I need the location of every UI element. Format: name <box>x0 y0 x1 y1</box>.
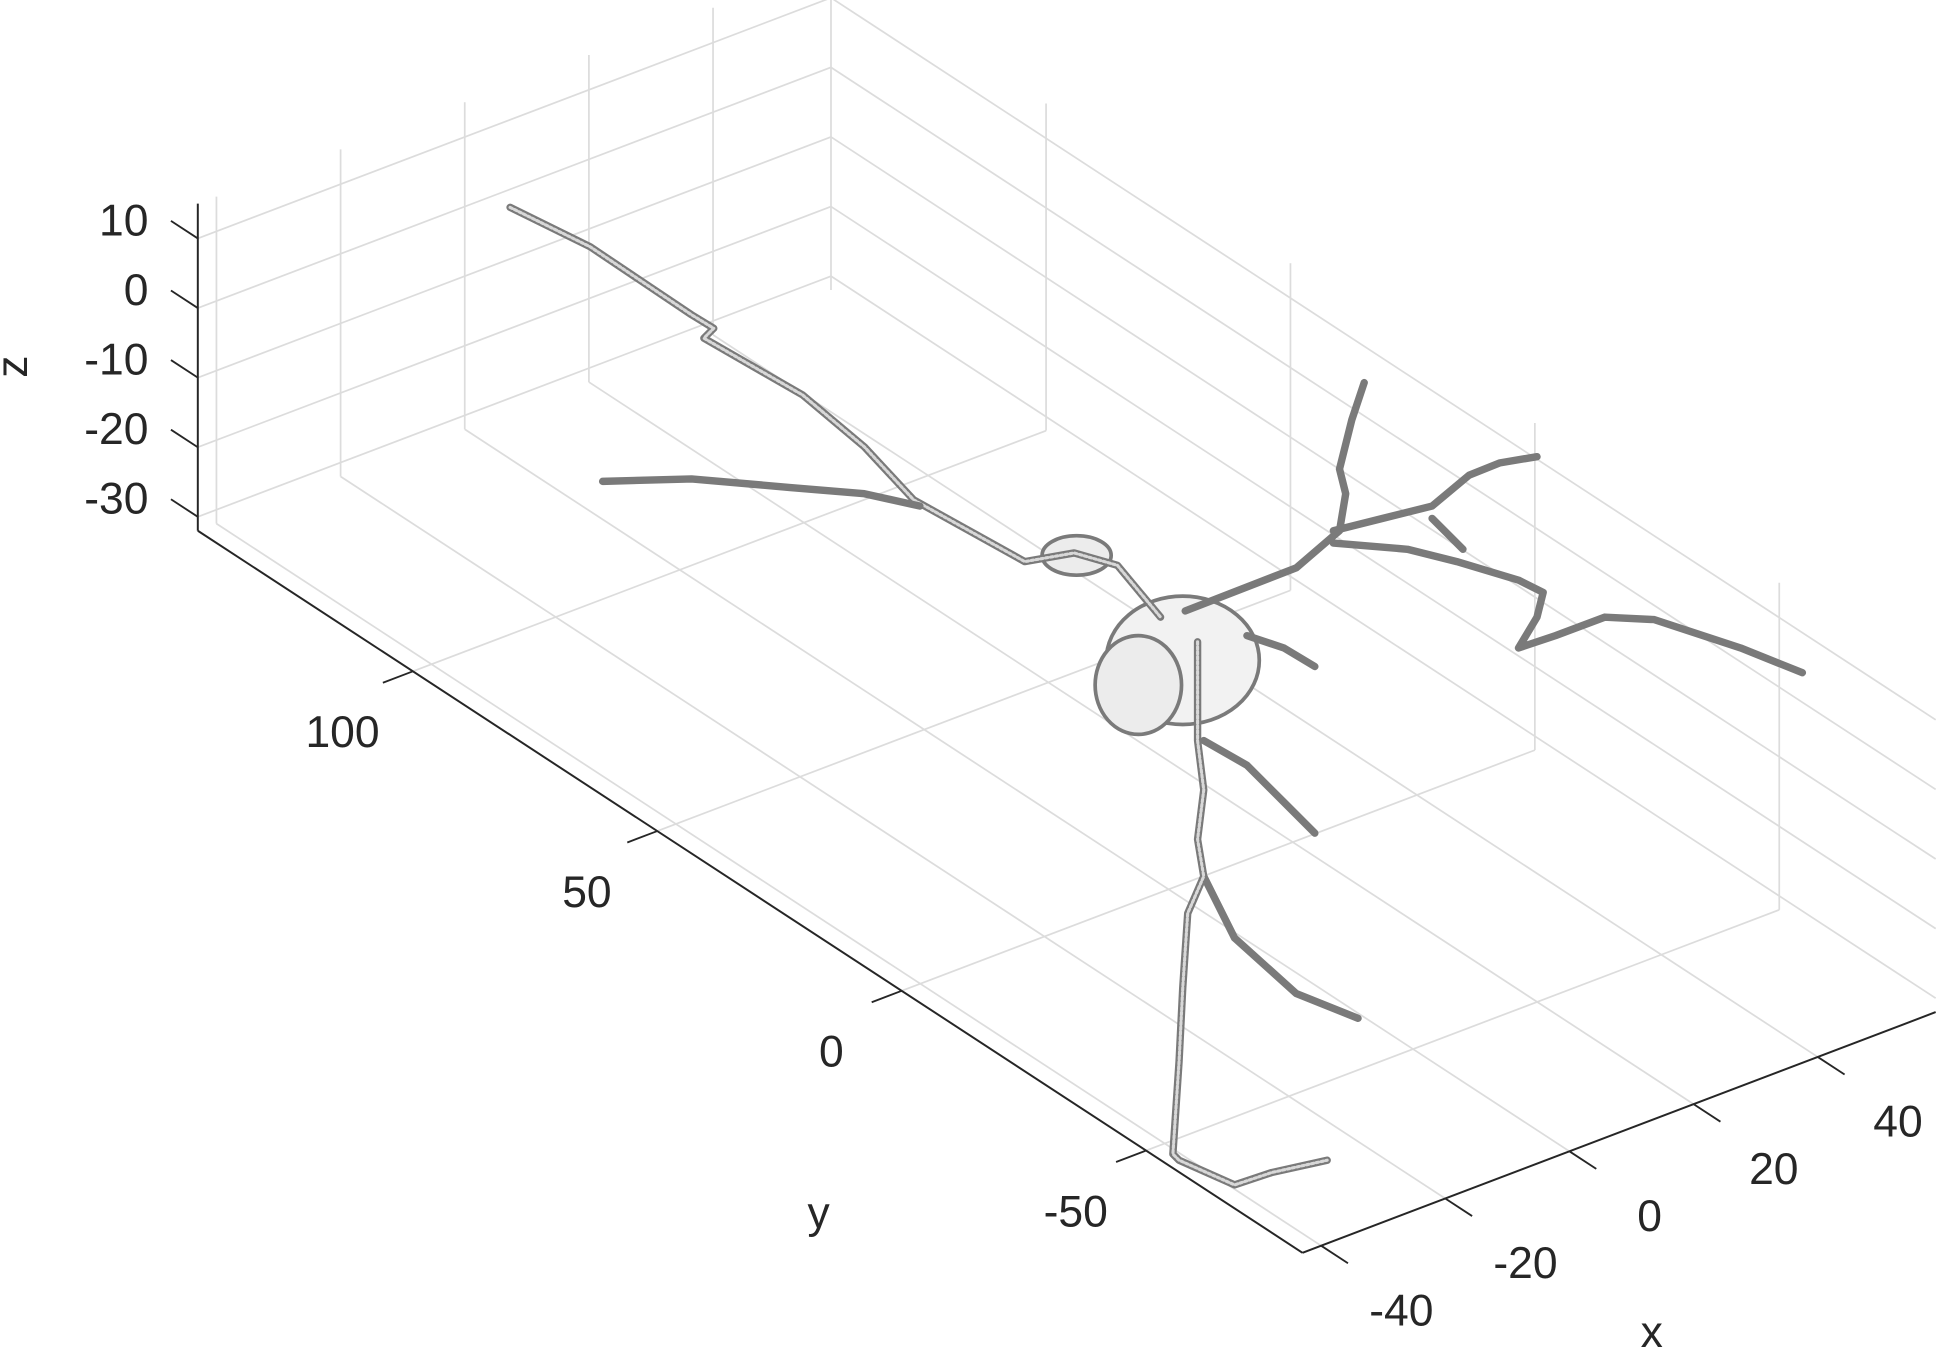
grid-line <box>830 66 1936 791</box>
dendrite <box>1243 631 1319 671</box>
x-tick <box>1568 1150 1597 1170</box>
grid-line <box>712 334 1819 1058</box>
z-tick <box>170 498 199 518</box>
y-axis-line <box>197 529 1304 1254</box>
z-tick <box>170 289 199 309</box>
x-tick <box>1817 1056 1846 1076</box>
y-tick <box>626 830 658 844</box>
x-tick <box>1693 1103 1721 1123</box>
dendrite <box>1200 736 1319 837</box>
y-tick <box>382 670 414 684</box>
dendrite <box>598 475 924 510</box>
dendrite <box>1428 514 1467 553</box>
z-tick-label: 0 <box>124 266 149 315</box>
dendrite <box>1329 452 1541 535</box>
grid-line <box>340 475 1446 1200</box>
x-tick <box>1320 1244 1349 1265</box>
y-tick <box>871 989 903 1004</box>
grid-line <box>830 205 1936 930</box>
z-tick-label: -10 <box>84 336 148 385</box>
z-axis-label: z <box>0 355 37 377</box>
neuron-mesh <box>506 203 1807 1189</box>
grid-line <box>901 749 1536 992</box>
dendrite-mesh <box>1171 640 1329 1187</box>
y-tick-label: -50 <box>1044 1187 1108 1236</box>
grid-line <box>215 522 1322 1247</box>
dendrite <box>1181 378 1368 615</box>
y-axis-label: y <box>808 1188 831 1237</box>
z-tick-label: -20 <box>84 405 148 454</box>
x-tick-label: 40 <box>1873 1098 1922 1147</box>
grid-line <box>464 428 1570 1153</box>
x-axis-label: x <box>1641 1308 1663 1354</box>
x-tick-label: -40 <box>1369 1286 1433 1335</box>
grid-line <box>588 381 1695 1105</box>
z-tick <box>170 220 199 240</box>
y-tick-label: 100 <box>305 708 379 757</box>
grid-line <box>830 136 1936 860</box>
grid-line <box>832 0 1936 721</box>
soma <box>1093 633 1184 737</box>
grid-line <box>412 429 1047 673</box>
grid-line <box>197 0 828 240</box>
axes: -40 -20 0 20 40 -50 0 50 100 -30 -20 -10 0 10 <box>84 196 1936 1335</box>
grid <box>197 0 1936 1247</box>
z-tick <box>170 359 199 379</box>
grid-line <box>197 66 832 309</box>
grid-line <box>830 275 1936 999</box>
y-tick <box>1115 1149 1147 1163</box>
z-tick-label: 10 <box>99 196 148 245</box>
dendrite-mesh <box>508 205 1163 619</box>
grid-line <box>197 205 832 449</box>
z-tick <box>170 428 199 449</box>
x-tick-label: 20 <box>1749 1145 1798 1194</box>
grid-line <box>197 275 832 518</box>
dendrite <box>1329 539 1807 677</box>
z-tick-label: -30 <box>84 475 148 524</box>
y-tick-label: 50 <box>562 868 611 917</box>
x-tick-label: -20 <box>1493 1239 1557 1288</box>
x-tick <box>1444 1197 1473 1217</box>
x-tick-label: 0 <box>1637 1192 1662 1241</box>
grid-line <box>197 136 832 379</box>
grid-line <box>1145 909 1780 1152</box>
y-tick-label: 0 <box>819 1028 844 1077</box>
dendrite <box>1200 872 1362 1022</box>
x-axis-line <box>1302 1011 1936 1254</box>
